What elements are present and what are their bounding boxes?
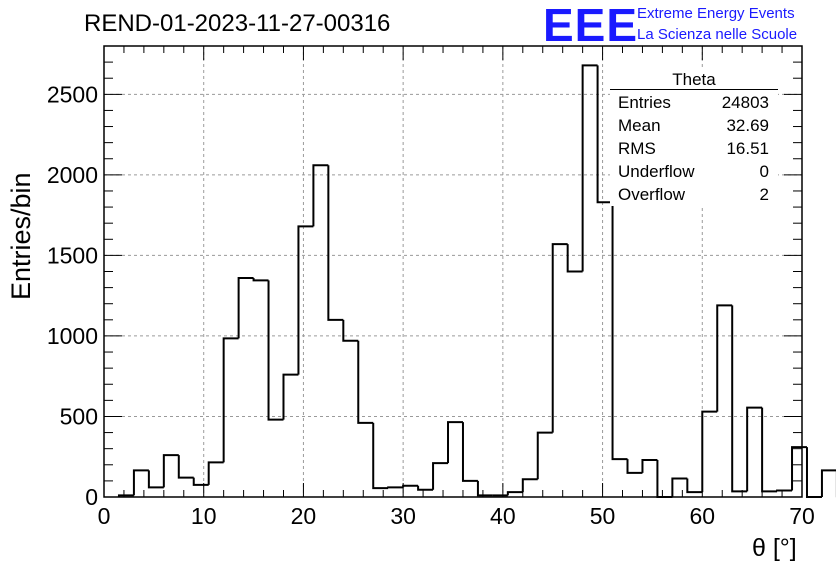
stats-row-underflow: Underflow 0	[610, 160, 778, 183]
x-tick-label: 0	[98, 503, 111, 529]
histogram-bin	[671, 477, 688, 497]
histogram-bin	[222, 337, 239, 463]
histogram-bin	[387, 486, 404, 489]
histogram-bin	[746, 406, 763, 492]
histogram-bin	[327, 165, 344, 321]
histogram-bin	[447, 421, 463, 464]
logo-line-1: Extreme Energy Events	[637, 5, 795, 22]
stats-row-rms: RMS 16.51	[610, 137, 778, 160]
stats-value: 2	[759, 185, 769, 204]
stats-value: 24803	[721, 93, 769, 112]
x-tick-label: 20	[291, 503, 317, 529]
y-tick-label: 2500	[47, 81, 98, 107]
histogram-bin	[686, 478, 703, 494]
stats-label: Overflow	[618, 185, 686, 204]
stats-name: Theta	[610, 70, 778, 90]
stats-box: Theta Entries 24803 Mean 32.69 RMS 16.51…	[610, 70, 778, 206]
histogram-bin	[581, 64, 598, 272]
histogram-bin	[776, 489, 793, 492]
histogram-bin	[731, 305, 748, 493]
stats-row-overflow: Overflow 2	[610, 183, 778, 206]
x-tick-label: 40	[490, 503, 516, 529]
histogram-bin	[461, 422, 478, 482]
stats-label: Entries	[618, 93, 671, 112]
eee-logo: EEE	[543, 0, 639, 51]
histogram-bin	[761, 407, 778, 493]
histogram-bin	[252, 277, 269, 282]
histogram-bin	[297, 225, 314, 375]
histogram-bin	[432, 462, 449, 490]
stats-row-mean: Mean 32.69	[610, 114, 778, 137]
histogram-bin	[805, 447, 822, 498]
histogram-bin	[716, 304, 733, 412]
grid-lines	[104, 46, 802, 497]
histogram-bin	[162, 454, 179, 488]
histogram-bin	[417, 485, 434, 491]
histogram-bin	[641, 458, 658, 473]
histogram-bin	[312, 164, 329, 227]
histogram-bin	[596, 65, 613, 204]
histogram-bin	[177, 455, 194, 479]
histogram-bin	[282, 373, 299, 420]
histogram-bin	[820, 469, 836, 497]
stats-label: Mean	[618, 116, 661, 135]
histogram-bin	[372, 422, 389, 490]
histogram-bin	[536, 431, 553, 480]
y-axis-label: Entries/bin	[6, 172, 36, 300]
histogram-bin	[611, 202, 628, 461]
x-tick-label: 30	[390, 503, 416, 529]
histogram-bin	[237, 276, 254, 339]
histogram-bin	[357, 340, 374, 424]
x-tick-label: 70	[789, 503, 815, 529]
y-tick-label: 2000	[47, 162, 98, 188]
histogram-bin	[626, 459, 643, 474]
histogram-bin	[132, 469, 149, 496]
histogram-bin	[267, 280, 284, 421]
histogram-bin	[402, 484, 419, 488]
x-axis-label: θ [°]	[752, 534, 797, 562]
histogram-bin	[656, 459, 673, 498]
histogram-bin	[551, 243, 568, 433]
stats-label: RMS	[618, 139, 656, 158]
histogram-bin	[791, 446, 807, 491]
chart-title: REND-01-2023-11-27-00316	[84, 10, 391, 37]
stats-label: Underflow	[618, 162, 695, 181]
logo-line-2: La Scienza nelle Scuole	[637, 26, 798, 43]
histogram-bin	[342, 319, 359, 342]
stats-row-entries: Entries 24803	[610, 91, 778, 114]
x-tick-label: 60	[689, 503, 715, 529]
y-tick-label: 1000	[47, 323, 98, 349]
histogram-bin	[147, 470, 164, 489]
stats-value: 0	[759, 162, 769, 181]
histogram-bin	[192, 477, 209, 486]
x-tick-label: 10	[191, 503, 217, 529]
histogram-bin	[701, 410, 718, 493]
stats-value: 32.69	[726, 116, 769, 135]
y-tick-label: 0	[85, 484, 98, 510]
stats-value: 16.51	[726, 139, 769, 158]
histogram-bin	[566, 244, 583, 273]
histogram-bin	[506, 491, 523, 496]
x-tick-label: 50	[590, 503, 616, 529]
y-tick-label: 500	[60, 403, 98, 429]
axis-ticks	[103, 45, 803, 498]
histogram-bin	[476, 480, 493, 497]
y-tick-label: 1500	[47, 242, 98, 268]
histogram-bin	[207, 461, 224, 485]
histogram-bin	[521, 478, 538, 493]
